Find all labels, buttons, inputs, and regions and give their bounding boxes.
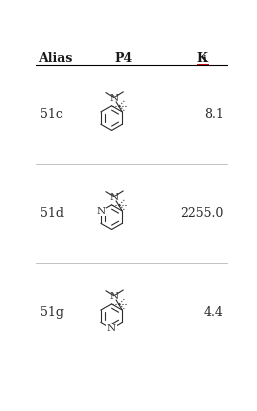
Text: N: N xyxy=(107,324,116,333)
Text: 2255.0: 2255.0 xyxy=(180,207,224,220)
Text: 8.1: 8.1 xyxy=(204,108,224,121)
Text: P4: P4 xyxy=(115,52,133,65)
Text: K: K xyxy=(197,52,208,65)
Text: Alias: Alias xyxy=(38,52,73,65)
Text: N: N xyxy=(110,94,119,103)
Text: 51d: 51d xyxy=(40,207,64,220)
Text: N: N xyxy=(110,292,119,301)
Text: 51c: 51c xyxy=(40,108,63,121)
Text: i: i xyxy=(203,55,206,64)
Text: 51g: 51g xyxy=(40,306,64,319)
Text: N: N xyxy=(96,206,105,215)
Text: N: N xyxy=(110,193,119,202)
Text: 4.4: 4.4 xyxy=(204,306,224,319)
